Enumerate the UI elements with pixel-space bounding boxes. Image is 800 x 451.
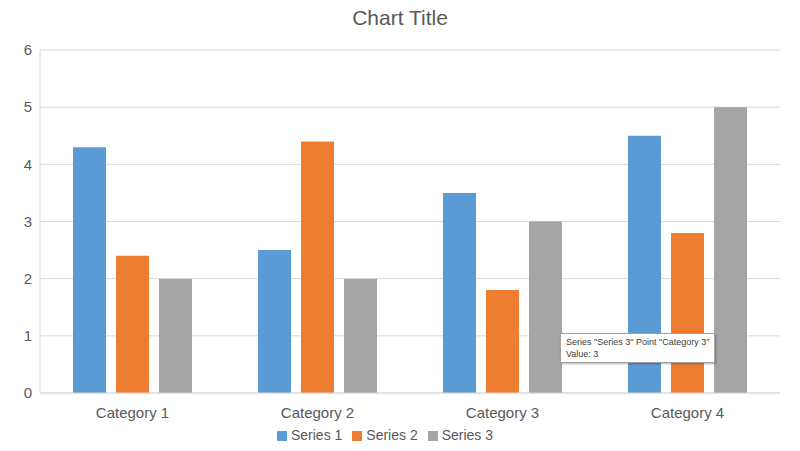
svg-text:Category 4: Category 4: [651, 404, 724, 421]
html-text:Value: 3: Value: 3: [566, 349, 599, 359]
html-text:Series 1: Series 1: [291, 427, 343, 443]
svg-text:Category 3: Category 3: [466, 404, 539, 421]
html-text:Chart Title: Chart Title: [352, 6, 448, 29]
svg-text:3: 3: [24, 213, 32, 230]
svg-text:Category 1: Category 1: [96, 404, 169, 421]
svg-text:1: 1: [24, 327, 32, 344]
svg-text:2: 2: [24, 270, 32, 287]
svg-text:6: 6: [24, 41, 32, 58]
html-text:Series 3: Series 3: [441, 427, 493, 443]
svg-text:0: 0: [24, 384, 32, 401]
html-text:Series 2: Series 2: [366, 427, 418, 443]
html-text:Series "Series 3" Point "Categ: Series "Series 3" Point "Category 3": [566, 337, 710, 347]
svg-text:5: 5: [24, 98, 32, 115]
svg-text:4: 4: [24, 156, 32, 173]
svg-text:Category 2: Category 2: [281, 404, 354, 421]
